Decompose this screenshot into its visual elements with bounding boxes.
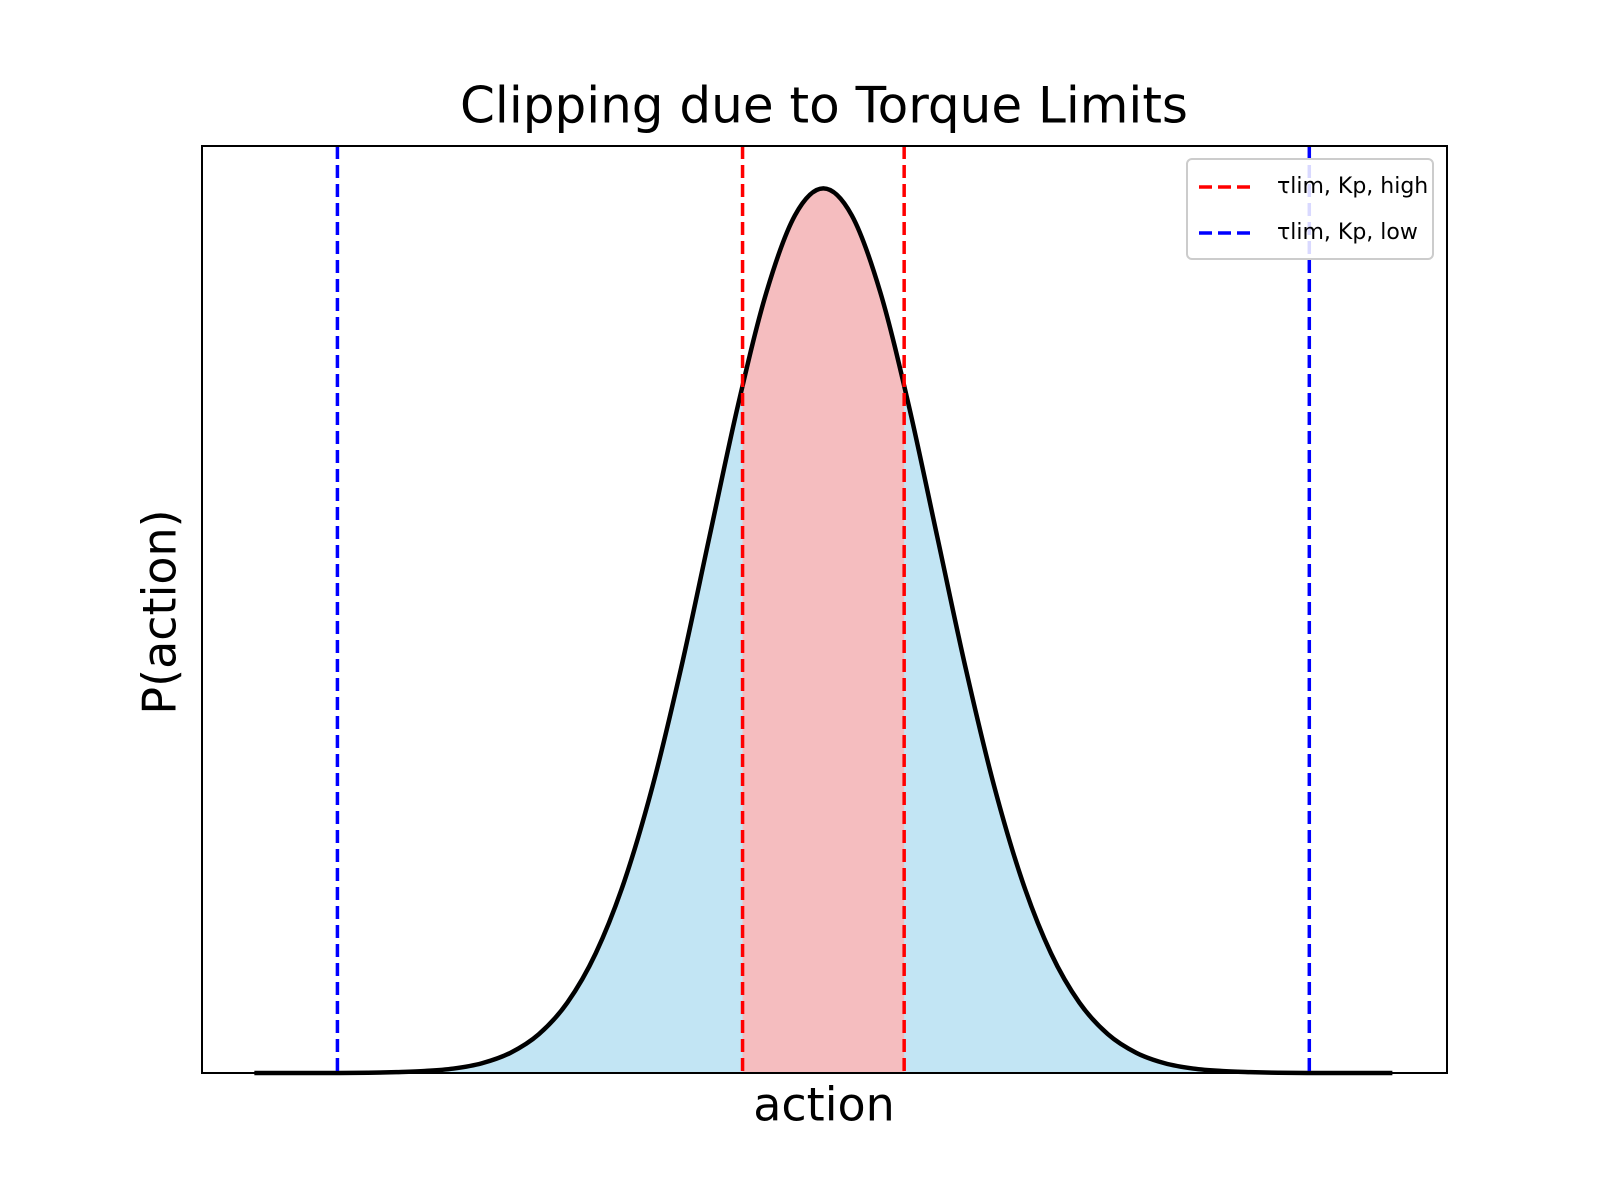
y-axis-label: P(action): [133, 509, 187, 714]
plot-frame: [201, 145, 1448, 1074]
legend: τlim, Kp, high τlim, Kp, low: [1186, 158, 1434, 260]
x-axis-label: action: [753, 1078, 895, 1132]
legend-label: τlim, Kp, high: [1277, 174, 1428, 199]
highlight-region: [742, 188, 905, 1073]
density-curve: [254, 186, 1393, 1076]
chart-title: Clipping due to Torque Limits: [460, 77, 1188, 135]
legend-label: τlim, Kp, low: [1277, 220, 1418, 245]
